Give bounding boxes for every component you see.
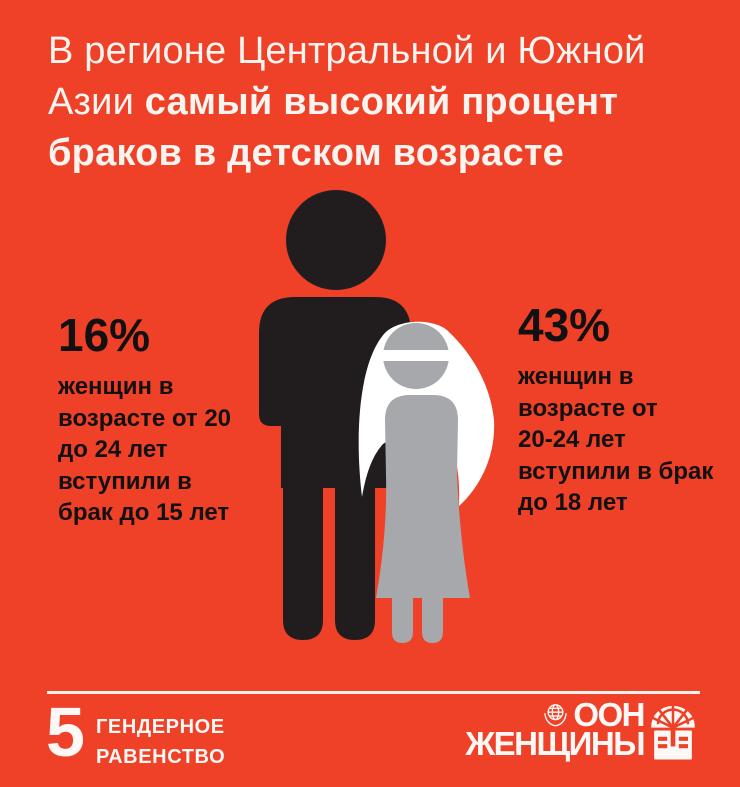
sdg-label: ГЕНДЕРНОЕ РАВЕНСТВО (96, 712, 225, 772)
un-women-org-line-2: ЖЕНЩИНЫ (465, 725, 645, 762)
title-line-3: браков в детском возрасте (48, 132, 564, 174)
child-bride-silhouette-icon (358, 321, 495, 643)
title-line-2-bold: самый высокий процент (144, 81, 619, 123)
bride-leg-right (422, 598, 443, 643)
sdg-label-line-1: ГЕНДЕРНОЕ (95, 716, 225, 738)
bride-headband (382, 350, 451, 361)
un-women-logo: ООН ЖЕНЩИНЫ (465, 696, 697, 762)
un-women-logo-text: ООН ЖЕНЩИНЫ (465, 696, 645, 762)
sdg-goal-badge: 5 ГЕНДЕРНОЕ РАВЕНСТВО (46, 693, 225, 772)
bride-leg-left (392, 598, 413, 643)
stat-right-line: женщин в (518, 363, 634, 390)
stat-left-line: вступили в (58, 467, 192, 495)
un-women-mark-icon (651, 705, 695, 760)
sdg-label-line-2: РАВЕНСТВО (95, 746, 226, 768)
sdg-number: 5 (46, 693, 85, 771)
un-women-org-line-1: ООН (573, 696, 645, 733)
stat-right-value: 43% (518, 299, 611, 351)
figures-illustration (259, 190, 495, 643)
bride-body-dress (376, 395, 470, 598)
footer-divider (47, 691, 700, 694)
stat-right-line: до 18 лет (518, 489, 628, 517)
stat-right-line: возрасте от (518, 394, 658, 422)
un-emblem-icon (544, 704, 568, 727)
stat-block-left: 16% женщин в возрасте от 20 до 24 лет вс… (58, 312, 231, 529)
page-title: В регионе Центральной и Южной Азии самый… (48, 26, 708, 179)
stat-right-line: 20-24 лет (518, 426, 626, 454)
stat-left-value: 16% (58, 309, 151, 361)
stat-left-line: брак до 15 лет (58, 499, 230, 527)
stat-right-line: вступили в брак (518, 457, 714, 485)
stat-left-line: женщин в (58, 373, 174, 400)
stat-left-line: возрасте от 20 (58, 404, 232, 432)
title-line-2-regular: Азии (48, 81, 145, 123)
stat-left-line: до 24 лет (58, 436, 168, 464)
stat-block-right: 43% женщин в возрасте от 20-24 лет вступ… (518, 302, 713, 519)
title-line-1: В регионе Центральной и Южной (48, 30, 646, 72)
title-line-2: Азии самый высокий процент (48, 77, 708, 128)
